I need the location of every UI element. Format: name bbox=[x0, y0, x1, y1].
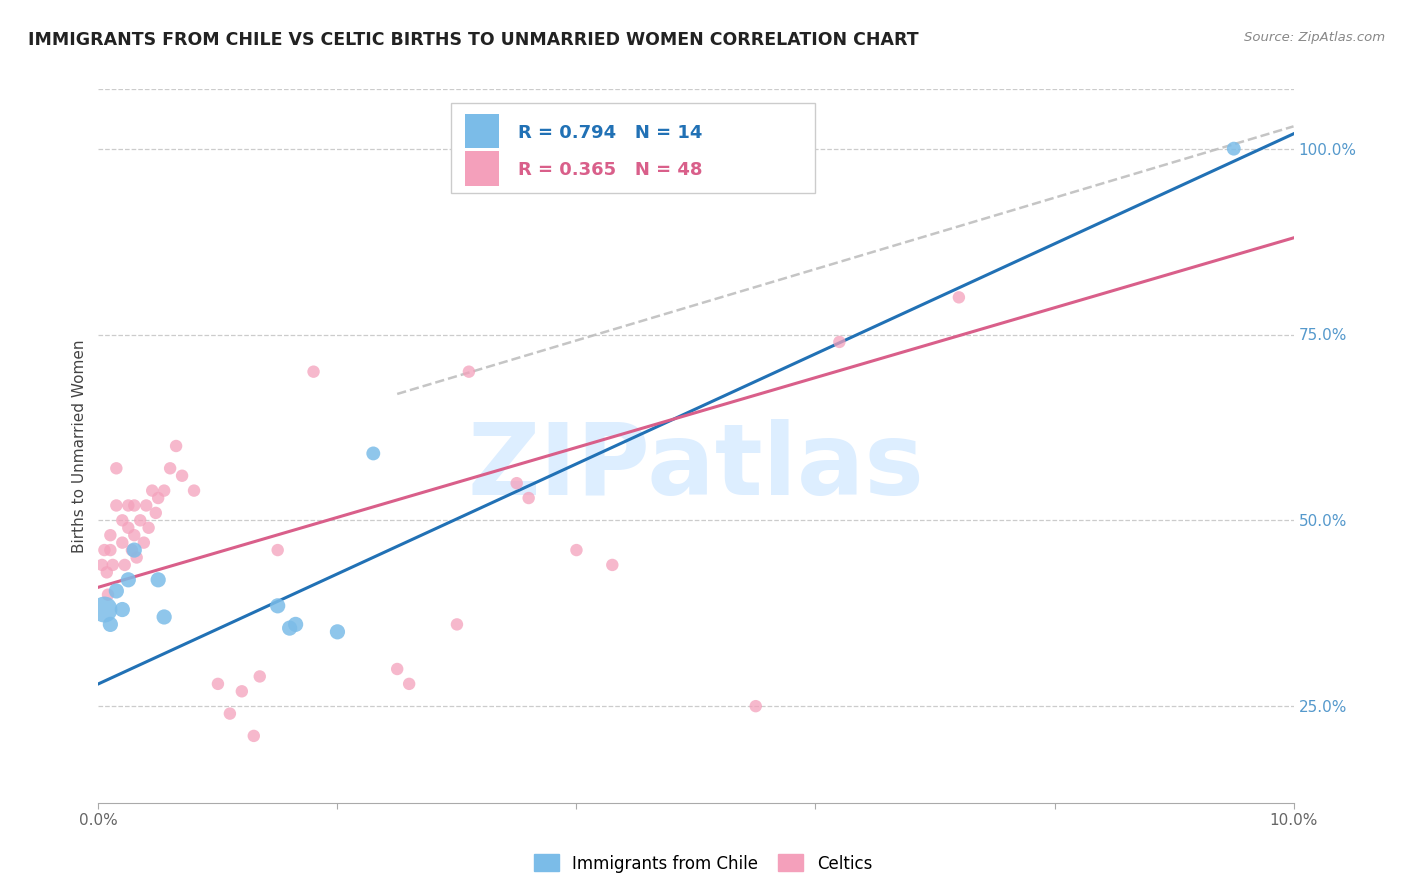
Point bbox=[828, 334, 851, 349]
Point bbox=[745, 699, 768, 714]
Point bbox=[121, 543, 143, 558]
Point bbox=[159, 461, 181, 475]
Point bbox=[111, 535, 134, 549]
Point bbox=[517, 491, 540, 505]
Point bbox=[1222, 142, 1246, 156]
Point bbox=[96, 566, 118, 580]
Point bbox=[135, 499, 157, 513]
Point bbox=[145, 506, 167, 520]
Point bbox=[267, 543, 290, 558]
Point bbox=[207, 677, 229, 691]
Point bbox=[565, 543, 588, 558]
Point bbox=[93, 602, 115, 616]
Point bbox=[148, 491, 170, 505]
Point bbox=[114, 558, 136, 572]
Point bbox=[506, 476, 529, 491]
Point bbox=[105, 583, 128, 598]
Y-axis label: Births to Unmarried Women: Births to Unmarried Women bbox=[72, 339, 87, 553]
Point bbox=[93, 543, 115, 558]
Point bbox=[385, 662, 409, 676]
Point bbox=[111, 602, 134, 616]
Point bbox=[398, 677, 420, 691]
Point bbox=[148, 573, 170, 587]
Point bbox=[219, 706, 242, 721]
Point bbox=[117, 499, 139, 513]
Point bbox=[326, 624, 349, 639]
Point bbox=[124, 499, 146, 513]
Point bbox=[111, 513, 134, 527]
Point bbox=[117, 521, 139, 535]
Point bbox=[129, 513, 152, 527]
Point bbox=[361, 446, 384, 460]
Point bbox=[243, 729, 266, 743]
Point bbox=[172, 468, 194, 483]
Text: ZIPatlas: ZIPatlas bbox=[468, 419, 924, 516]
Point bbox=[132, 535, 155, 549]
Point bbox=[101, 558, 124, 572]
Point bbox=[105, 499, 128, 513]
Point bbox=[153, 610, 176, 624]
Point bbox=[100, 617, 122, 632]
Point bbox=[284, 617, 307, 632]
Point bbox=[138, 521, 160, 535]
Point bbox=[97, 588, 120, 602]
Point bbox=[231, 684, 253, 698]
Point bbox=[100, 528, 122, 542]
Point bbox=[91, 558, 114, 572]
Point bbox=[165, 439, 187, 453]
Text: Source: ZipAtlas.com: Source: ZipAtlas.com bbox=[1244, 31, 1385, 45]
Point bbox=[278, 621, 301, 635]
Point bbox=[100, 543, 122, 558]
Legend: Immigrants from Chile, Celtics: Immigrants from Chile, Celtics bbox=[527, 847, 879, 880]
Point bbox=[124, 528, 146, 542]
Point bbox=[249, 669, 271, 683]
Text: R = 0.794   N = 14: R = 0.794 N = 14 bbox=[517, 124, 702, 142]
Point bbox=[124, 543, 146, 558]
Point bbox=[302, 365, 325, 379]
Point bbox=[948, 290, 970, 304]
Point bbox=[125, 550, 148, 565]
Point bbox=[458, 365, 481, 379]
Text: R = 0.365   N = 48: R = 0.365 N = 48 bbox=[517, 161, 703, 179]
Point bbox=[105, 461, 128, 475]
FancyBboxPatch shape bbox=[465, 152, 499, 186]
Point bbox=[602, 558, 624, 572]
Point bbox=[183, 483, 205, 498]
Point bbox=[267, 599, 290, 613]
FancyBboxPatch shape bbox=[451, 103, 815, 193]
Text: IMMIGRANTS FROM CHILE VS CELTIC BIRTHS TO UNMARRIED WOMEN CORRELATION CHART: IMMIGRANTS FROM CHILE VS CELTIC BIRTHS T… bbox=[28, 31, 918, 49]
Point bbox=[117, 573, 139, 587]
FancyBboxPatch shape bbox=[465, 114, 499, 148]
Point bbox=[153, 483, 176, 498]
Point bbox=[141, 483, 163, 498]
Point bbox=[446, 617, 468, 632]
